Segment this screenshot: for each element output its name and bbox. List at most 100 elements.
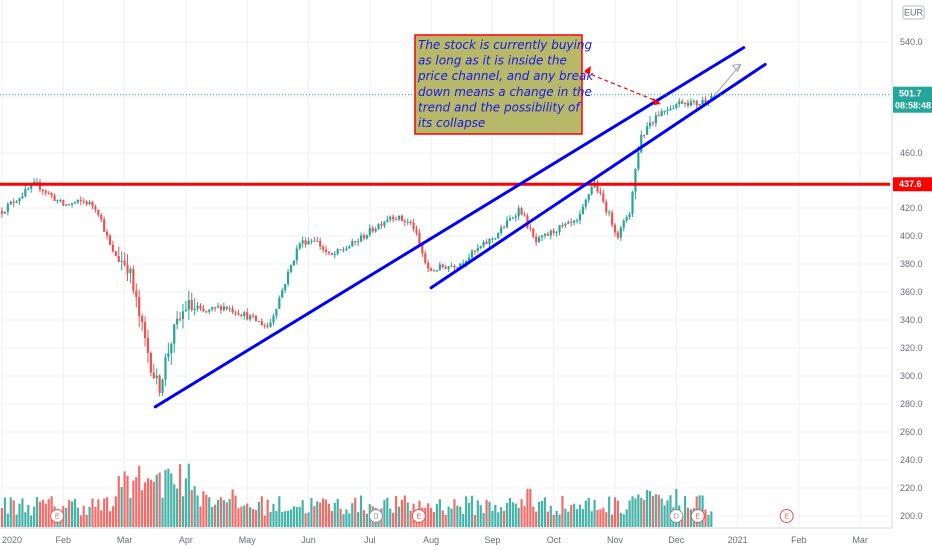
time-axis[interactable]: 2020 Feb Mar Apr May Jun Jul Aug Sep Oct Nov Dec 202…: [0, 527, 932, 550]
volume-bar: [307, 512, 310, 527]
candle-body: [351, 241, 354, 247]
candle-body: [505, 220, 509, 228]
candle-body: [114, 251, 117, 256]
candle-body: [517, 208, 520, 217]
volume-bar: [85, 514, 88, 527]
volume-bar: [596, 510, 599, 527]
annotation-box[interactable]: The stock is currently buying as long as …: [414, 34, 661, 135]
volume-bar: [196, 495, 199, 527]
candle-body: [205, 311, 208, 313]
volume-bar: [73, 498, 77, 527]
candle-body: [465, 260, 468, 264]
volume-bar: [187, 463, 190, 527]
event-marker-label: E: [55, 514, 60, 521]
volume-bar: [251, 509, 255, 527]
candle-body: [646, 126, 649, 135]
candle-body: [681, 101, 684, 104]
axis-corner: [892, 528, 932, 550]
candle-body: [622, 220, 625, 228]
price-tick-label: 240.0: [900, 455, 923, 465]
volume-bar: [704, 509, 707, 527]
candle-body: [281, 290, 284, 298]
candle-body: [295, 248, 298, 261]
candle-body: [18, 198, 21, 202]
candle-body: [701, 99, 704, 104]
candle-body: [123, 260, 126, 265]
volume-bar: [114, 496, 117, 527]
volume-bar: [459, 506, 462, 527]
candle-body: [50, 193, 53, 196]
candle-body: [324, 249, 328, 252]
candle-body: [462, 263, 465, 265]
candle-body: [567, 221, 570, 224]
volume-bar: [219, 497, 223, 527]
volume-bar: [184, 478, 187, 527]
candle-body: [666, 110, 669, 112]
volume-bar: [208, 497, 211, 527]
volume-bar: [365, 513, 368, 527]
volume-bar: [123, 471, 126, 527]
volume-bar: [357, 512, 360, 527]
volume-bar: [567, 511, 570, 527]
volume-bar: [178, 464, 182, 527]
candle-body: [648, 122, 652, 127]
candle-body: [675, 104, 678, 108]
volume-bar: [587, 497, 590, 527]
earnings-marker: [411, 509, 426, 523]
annotation-pointer-tail: [584, 66, 591, 74]
candle-body: [47, 192, 50, 194]
annotation-text-line: down means a change in the: [418, 85, 592, 99]
volume-bar: [575, 509, 579, 527]
volume-bar: [648, 491, 652, 527]
volume-bar: [246, 503, 249, 527]
candle-body: [76, 199, 79, 203]
price-axis[interactable]: 200.0 220.0 240.0 260.0 280.0 300.0 320.0 340.0…: [891, 0, 932, 550]
volume-bars: [0, 463, 713, 527]
candle-body: [193, 308, 196, 310]
candle-body: [640, 134, 643, 153]
volume-bar: [243, 505, 246, 527]
volume-bar: [622, 514, 625, 527]
candle-body: [15, 201, 18, 203]
candle-body: [307, 241, 310, 245]
volume-bar: [441, 510, 444, 527]
candle-body: [584, 199, 587, 207]
candle-body: [546, 233, 549, 236]
candle-body: [73, 202, 77, 204]
candle-body: [304, 240, 307, 245]
volume-bar: [319, 502, 322, 527]
candle-body: [573, 220, 576, 223]
volume-bar: [213, 504, 217, 527]
candle-body: [286, 271, 290, 284]
volume-bar: [0, 508, 4, 527]
volume-bar: [21, 498, 24, 527]
candle-body: [56, 200, 59, 202]
volume-bar: [584, 500, 587, 527]
volume-bar: [605, 512, 608, 527]
volume-bar: [190, 490, 193, 527]
event-marker-label: E: [695, 514, 700, 521]
time-tick-label: Mar: [117, 535, 133, 545]
candle-body: [441, 264, 444, 268]
price-tick-label: 420.0: [900, 203, 923, 213]
volume-bar: [351, 503, 354, 527]
price-tick-label: 540.0: [900, 37, 923, 47]
candle-body: [616, 232, 620, 238]
volume-bar: [120, 487, 123, 527]
volume-bar: [462, 513, 465, 527]
volume-bar: [646, 489, 649, 527]
candle-body: [316, 240, 319, 242]
volume-bar: [342, 514, 345, 527]
volume-bar: [546, 511, 549, 527]
volume-bar: [392, 512, 395, 527]
candle-body: [435, 270, 439, 272]
volume-bar: [164, 470, 167, 527]
volume-bar: [573, 503, 576, 527]
volume-bar: [535, 511, 538, 527]
dividend-marker: [669, 509, 684, 523]
candle-body: [213, 307, 217, 309]
candle-body: [444, 267, 447, 269]
level-price-tag-text: 437.6: [899, 179, 922, 189]
volume-bar: [240, 506, 243, 527]
